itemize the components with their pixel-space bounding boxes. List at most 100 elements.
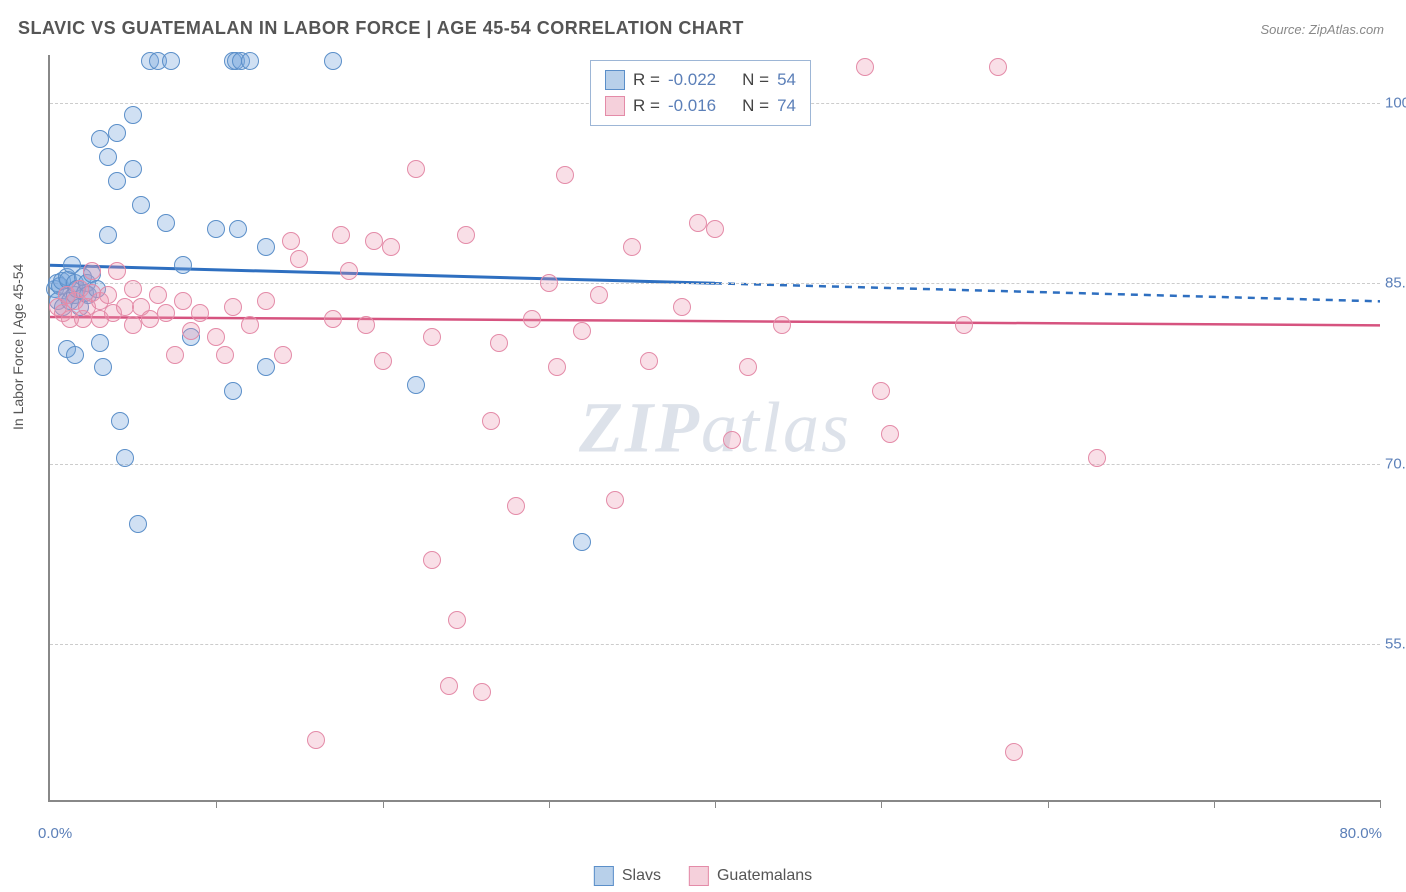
data-point (94, 358, 112, 376)
data-point (872, 382, 890, 400)
data-point (124, 316, 142, 334)
x-tick (216, 800, 217, 808)
legend-item: Guatemalans (689, 866, 812, 886)
data-point (224, 298, 242, 316)
data-point (340, 262, 358, 280)
y-tick-label: 70.0% (1385, 455, 1406, 472)
gridline (50, 283, 1380, 284)
data-point (307, 731, 325, 749)
data-point (83, 262, 101, 280)
data-point (241, 316, 259, 334)
data-point (423, 328, 441, 346)
data-point (739, 358, 757, 376)
x-tick (881, 800, 882, 808)
data-point (365, 232, 383, 250)
data-point (182, 322, 200, 340)
data-point (457, 226, 475, 244)
data-point (108, 172, 126, 190)
data-point (324, 52, 342, 70)
data-point (523, 310, 541, 328)
data-point (257, 292, 275, 310)
source-label: Source: ZipAtlas.com (1260, 22, 1384, 37)
y-tick-label: 55.0% (1385, 635, 1406, 652)
data-point (241, 52, 259, 70)
data-point (274, 346, 292, 364)
data-point (116, 298, 134, 316)
chart-title: SLAVIC VS GUATEMALAN IN LABOR FORCE | AG… (18, 18, 744, 39)
data-point (116, 449, 134, 467)
gridline (50, 644, 1380, 645)
n-label: N = (742, 96, 769, 116)
r-label: R = (633, 70, 660, 90)
data-point (99, 286, 117, 304)
data-point (324, 310, 342, 328)
data-point (91, 334, 109, 352)
n-value: 74 (777, 96, 796, 116)
data-point (124, 160, 142, 178)
data-point (66, 346, 84, 364)
y-tick-label: 100.0% (1385, 95, 1406, 112)
data-point (257, 238, 275, 256)
data-point (723, 431, 741, 449)
gridline (50, 464, 1380, 465)
data-point (706, 220, 724, 238)
data-point (623, 238, 641, 256)
data-point (540, 274, 558, 292)
data-point (606, 491, 624, 509)
legend-swatch (594, 866, 614, 886)
r-value: -0.016 (668, 96, 716, 116)
r-value: -0.022 (668, 70, 716, 90)
data-point (166, 346, 184, 364)
legend-label: Guatemalans (717, 867, 812, 885)
data-point (573, 533, 591, 551)
data-point (174, 292, 192, 310)
data-point (257, 358, 275, 376)
data-point (989, 58, 1007, 76)
data-point (108, 124, 126, 142)
data-point (407, 160, 425, 178)
data-point (507, 497, 525, 515)
data-point (157, 214, 175, 232)
data-point (157, 304, 175, 322)
stats-legend-row: R =-0.016N =74 (605, 93, 796, 119)
x-axis-min-label: 0.0% (38, 825, 72, 842)
data-point (207, 220, 225, 238)
data-point (1005, 743, 1023, 761)
data-point (207, 328, 225, 346)
x-tick (1380, 800, 1381, 808)
data-point (689, 214, 707, 232)
data-point (856, 58, 874, 76)
data-point (129, 515, 147, 533)
data-point (99, 226, 117, 244)
data-point (482, 412, 500, 430)
n-label: N = (742, 70, 769, 90)
data-point (162, 52, 180, 70)
x-tick (1048, 800, 1049, 808)
data-point (440, 677, 458, 695)
stats-legend-row: R =-0.022N =54 (605, 67, 796, 93)
data-point (332, 226, 350, 244)
legend-swatch (689, 866, 709, 886)
data-point (590, 286, 608, 304)
data-point (556, 166, 574, 184)
series-legend: Slavs Guatemalans (594, 866, 812, 886)
stats-legend: R =-0.022N =54R =-0.016N =74 (590, 60, 811, 126)
data-point (490, 334, 508, 352)
data-point (357, 316, 375, 334)
trend-lines (50, 55, 1380, 800)
data-point (448, 611, 466, 629)
legend-label: Slavs (622, 867, 661, 885)
data-point (224, 382, 242, 400)
legend-swatch (605, 96, 625, 116)
data-point (881, 425, 899, 443)
chart-plot-area: ZIPatlas 55.0%70.0%85.0%100.0% (48, 55, 1380, 802)
data-point (124, 280, 142, 298)
data-point (108, 262, 126, 280)
x-axis-max-label: 80.0% (1339, 825, 1382, 842)
y-tick-label: 85.0% (1385, 275, 1406, 292)
data-point (174, 256, 192, 274)
x-tick (1214, 800, 1215, 808)
x-tick (715, 800, 716, 808)
data-point (640, 352, 658, 370)
x-tick (549, 800, 550, 808)
